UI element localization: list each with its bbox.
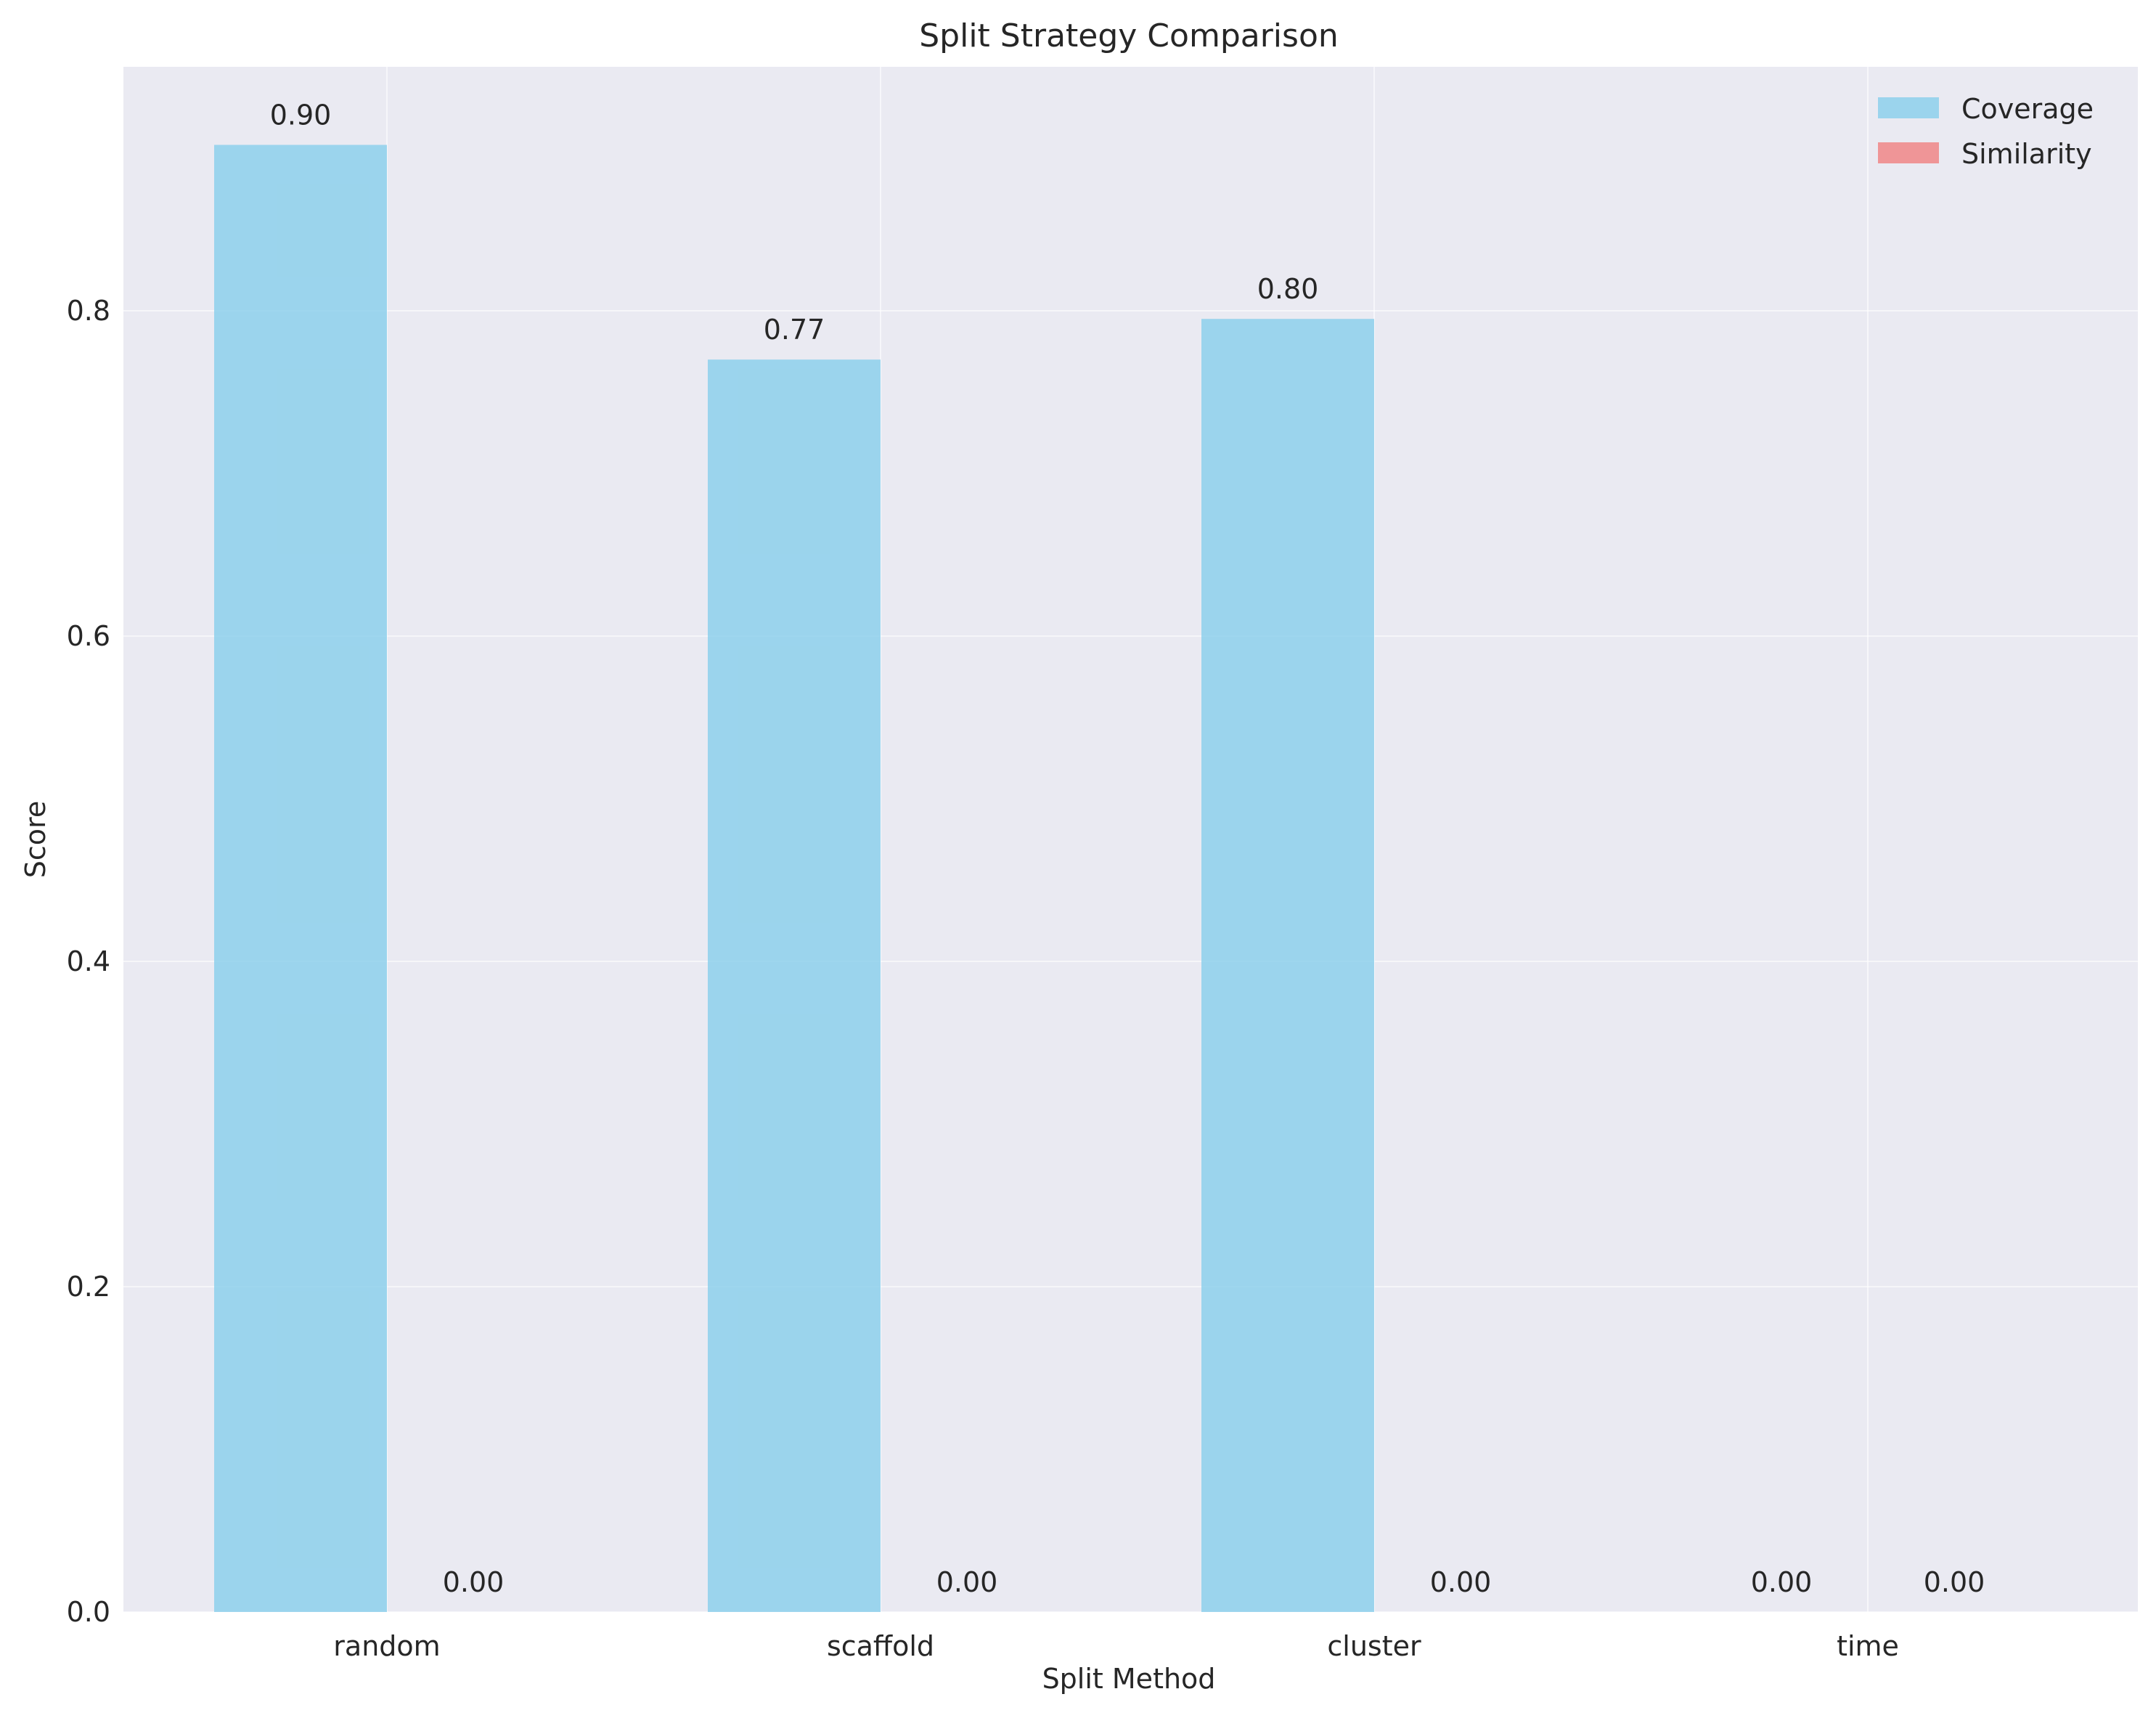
- legend-label-similarity: Similarity: [1961, 138, 2092, 170]
- tick-layer: 0.0 0.2 0.4 0.6 0.8 random scaffold cluster time: [67, 295, 1899, 1662]
- data-label-similarity-cluster: 0.00: [1430, 1566, 1492, 1598]
- x-axis-label: Split Method: [1042, 1663, 1216, 1695]
- data-label-similarity-random: 0.00: [443, 1566, 505, 1598]
- x-tick-label: scaffold: [827, 1630, 934, 1662]
- data-label-coverage-random: 0.90: [270, 99, 332, 131]
- y-tick-label: 0.0: [67, 1596, 110, 1628]
- x-tick-label: random: [333, 1630, 440, 1662]
- chart-title: Split Strategy Comparison: [919, 17, 1339, 54]
- legend-swatch-similarity: [1878, 142, 1939, 163]
- plot-background: [123, 67, 2138, 1612]
- y-tick-label: 0.6: [67, 620, 110, 652]
- data-label-coverage-time: 0.00: [1751, 1566, 1813, 1598]
- data-label-coverage-cluster: 0.80: [1257, 273, 1319, 305]
- data-label-similarity-time: 0.00: [1924, 1566, 1985, 1598]
- x-tick-label: time: [1837, 1630, 1899, 1662]
- legend-label-coverage: Coverage: [1961, 93, 2094, 125]
- bar-coverage-scaffold: [708, 359, 881, 1613]
- y-tick-label: 0.8: [67, 295, 110, 327]
- label-layer: 0.90 0.77 0.80 0.00 0.00 0.00 0.00 0.00: [270, 99, 1985, 1598]
- y-axis-label: Score: [20, 801, 52, 878]
- legend-swatch-coverage: [1878, 97, 1939, 118]
- y-tick-label: 0.2: [67, 1271, 110, 1303]
- x-tick-label: cluster: [1327, 1630, 1421, 1662]
- legend: Coverage Similarity: [1878, 93, 2094, 170]
- bar-coverage-random: [214, 144, 387, 1612]
- data-label-similarity-scaffold: 0.00: [936, 1566, 998, 1598]
- bar-layer: [214, 144, 1374, 1613]
- y-tick-label: 0.4: [67, 945, 110, 977]
- bar-coverage-cluster: [1201, 319, 1374, 1613]
- data-label-coverage-scaffold: 0.77: [764, 314, 825, 346]
